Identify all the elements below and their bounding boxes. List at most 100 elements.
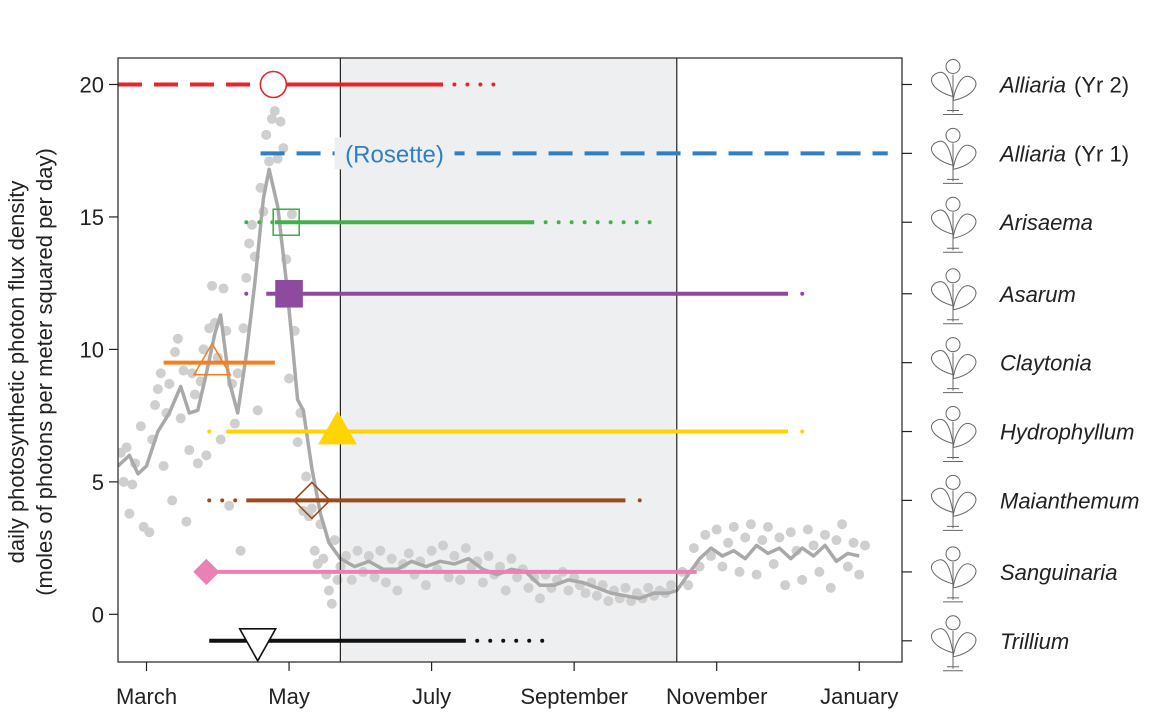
- plant-ground: [943, 319, 963, 325]
- light-data-point: [278, 143, 289, 154]
- x-tick-label: September: [520, 684, 628, 709]
- plant-sketch-icon-alliaria: [930, 127, 977, 184]
- light-data-point: [218, 283, 229, 294]
- light-data-point: [688, 543, 699, 554]
- light-data-point: [506, 553, 517, 564]
- light-data-point: [170, 347, 181, 358]
- light-data-point: [859, 540, 870, 551]
- plant-flower: [945, 127, 961, 143]
- light-data-point: [292, 437, 303, 448]
- plant-leaf-left: [930, 350, 954, 376]
- light-data-point: [420, 580, 431, 591]
- light-data-point: [774, 532, 785, 543]
- light-data-point: [155, 368, 166, 379]
- light-data-point: [512, 572, 523, 583]
- y-axis-title-line1: daily photosynthetic photon flux density: [4, 181, 29, 564]
- plant-ground: [943, 388, 963, 394]
- light-data-point: [301, 471, 312, 482]
- light-data-point: [272, 153, 283, 164]
- species-genus: Arisaema: [998, 210, 1093, 235]
- light-data-point: [181, 516, 192, 527]
- light-data-point: [264, 156, 275, 167]
- light-data-point: [375, 545, 386, 556]
- light-data-point: [187, 368, 198, 379]
- light-data-point: [386, 553, 397, 564]
- light-data-point: [460, 543, 471, 554]
- plant-leaf-right: [952, 491, 977, 518]
- plant-leaf-right: [952, 354, 977, 380]
- plant-flower: [945, 58, 961, 74]
- y-tick-label: 15: [80, 205, 104, 230]
- plant-ground: [943, 178, 963, 184]
- plant-leaf-right: [952, 422, 977, 449]
- plant-ground: [943, 247, 963, 253]
- light-data-point: [172, 333, 183, 344]
- species-label: Sanguinaria: [1000, 560, 1117, 585]
- light-data-point: [158, 460, 169, 471]
- y-tick-label: 0: [92, 602, 104, 627]
- plant-leaf-left: [930, 281, 954, 307]
- species-label: Trillium: [1000, 629, 1069, 654]
- species-genus: Claytonia: [1000, 351, 1092, 376]
- light-data-point: [740, 532, 751, 543]
- plant-leaf-right: [952, 285, 977, 311]
- plant-ground: [943, 457, 963, 463]
- light-data-point: [269, 105, 280, 116]
- light-data-point: [534, 593, 545, 604]
- plot-frame: [117, 57, 903, 663]
- light-data-point: [232, 368, 243, 379]
- light-data-point: [683, 580, 694, 591]
- light-data-point: [363, 551, 374, 562]
- light-data-point: [745, 519, 756, 530]
- light-data-point: [768, 558, 779, 569]
- rosette-label-bg: [334, 137, 455, 170]
- light-data-point: [275, 116, 286, 127]
- light-data-point: [144, 527, 155, 538]
- species-year-suffix: (Yr 1): [1074, 141, 1129, 166]
- plant-ground: [943, 525, 963, 531]
- x-tick-label: November: [666, 684, 767, 709]
- light-data-point: [135, 421, 146, 432]
- plant-leaf-left: [930, 628, 954, 654]
- light-data-point: [802, 524, 813, 535]
- light-data-point: [224, 500, 235, 511]
- species-genus: Maianthemum: [1000, 488, 1139, 513]
- light-data-point: [563, 585, 574, 596]
- light-data-point: [118, 476, 129, 487]
- plant-sketch-icon-alliaria: [930, 58, 977, 115]
- y-axis-title-line2: (moles of photons per meter squared per …: [32, 148, 57, 596]
- plant-sketch-icon-asarum: [930, 268, 977, 325]
- plant-sketch-icon-hydrophyllum: [930, 406, 977, 463]
- light-data-point: [212, 352, 223, 363]
- species-genus: Alliaria: [998, 72, 1066, 97]
- light-data-point: [455, 574, 466, 585]
- light-data-point: [124, 508, 135, 519]
- light-data-point: [591, 590, 602, 601]
- light-data-point: [369, 572, 380, 583]
- light-data-point: [184, 445, 195, 456]
- species-label: Arisaema: [998, 210, 1093, 235]
- rosette-annotation: (Rosette): [345, 141, 444, 168]
- light-data-point: [121, 442, 132, 453]
- light-data-point: [167, 495, 178, 506]
- species-label: Hydrophyllum: [1000, 420, 1135, 445]
- light-data-point: [192, 458, 203, 469]
- plant-leaf-right: [952, 632, 977, 658]
- light-data-point: [785, 527, 796, 538]
- plant-leaf-left: [930, 559, 954, 585]
- light-data-point: [438, 540, 449, 551]
- y-tick-label: 10: [80, 337, 104, 362]
- plant-flower: [945, 268, 961, 284]
- light-data-point: [757, 535, 768, 546]
- marker-sanguinaria-diamond: [193, 558, 220, 586]
- light-data-point: [449, 551, 460, 562]
- plant-flower: [945, 406, 961, 422]
- x-tick-label: March: [116, 684, 177, 709]
- light-data-point: [326, 598, 337, 609]
- light-data-point: [238, 323, 249, 334]
- plant-leaf-right: [952, 213, 977, 239]
- species-label: Asarum: [998, 282, 1076, 307]
- plant-sketch-icon-arisaema: [930, 196, 977, 253]
- light-data-point: [403, 548, 414, 559]
